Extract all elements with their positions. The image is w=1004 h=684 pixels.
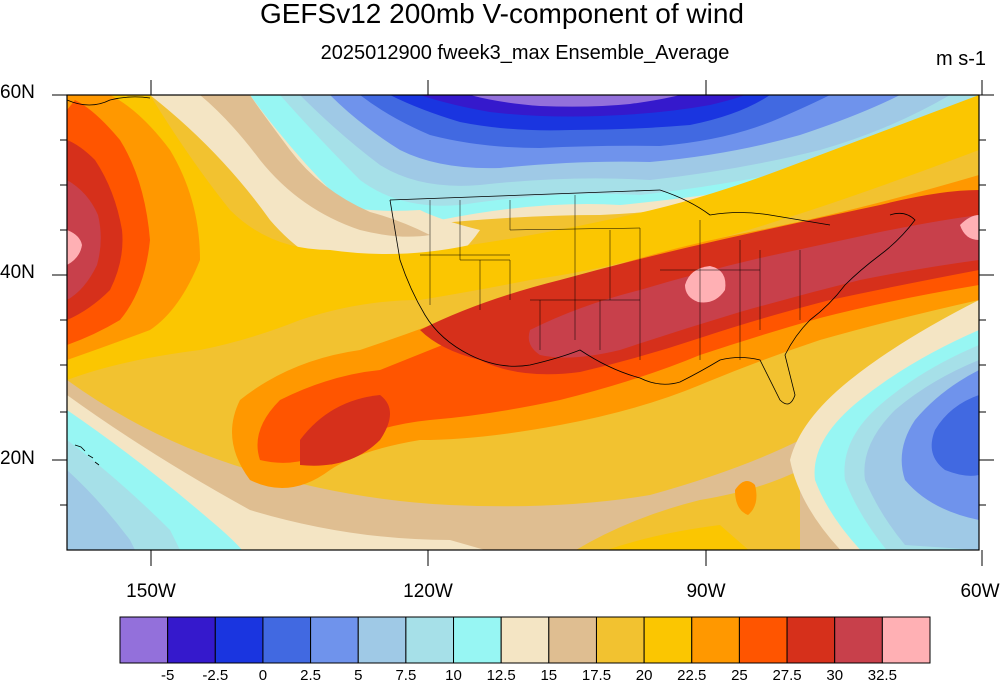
colorbar-swatch <box>691 616 740 664</box>
colorbar-label: 25 <box>731 667 748 684</box>
colorbar-swatch <box>786 616 836 664</box>
wind-map <box>52 80 994 566</box>
colorbar-swatch <box>310 616 359 664</box>
colorbar-swatch <box>500 616 550 664</box>
colorbar-label: -2.5 <box>202 667 229 684</box>
colorbar-swatch <box>167 616 216 664</box>
colorbar-swatch <box>548 616 597 664</box>
lat-label-20n: 20N <box>0 448 35 469</box>
axis-ticks <box>52 80 994 566</box>
lat-label-40n: 40N <box>0 262 35 283</box>
state-borders <box>420 195 801 360</box>
colorbar-swatch <box>119 616 169 664</box>
colorbar-label: 27.5 <box>772 667 802 684</box>
lon-label-90w: 90W <box>686 581 726 602</box>
colorbar-swatch <box>881 616 931 664</box>
colorbar-label: 7.5 <box>395 667 417 684</box>
colorbar-swatch <box>834 616 883 664</box>
lon-label-150w: 150W <box>126 581 176 602</box>
colorbar-label: 32.5 <box>867 667 897 684</box>
coastlines <box>66 96 916 466</box>
colorbar-label: 17.5 <box>581 667 612 684</box>
colorbar-label: 15 <box>540 667 558 684</box>
colorbar-label: 0 <box>258 667 268 684</box>
colorbar-swatch <box>738 616 788 664</box>
colorbar-label: 12.5 <box>486 667 516 684</box>
colorbar <box>119 616 931 664</box>
colorbar-swatch <box>453 616 502 664</box>
colorbar-swatch <box>405 616 455 664</box>
colorbar-label: 20 <box>635 667 653 684</box>
colorbar-swatch <box>214 616 264 664</box>
colorbar-label: 10 <box>445 667 462 684</box>
map-frame <box>66 94 980 551</box>
colorbar-label: 30 <box>826 667 844 684</box>
lon-label-60w: 60W <box>960 581 1000 602</box>
wind-contours <box>67 95 979 550</box>
colorbar-swatch <box>595 616 645 664</box>
colorbar-label: 5 <box>354 667 363 684</box>
colorbar-swatch <box>643 616 693 664</box>
colorbar-swatch <box>262 616 312 664</box>
colorbar-label: 2.5 <box>300 667 322 684</box>
colorbar-label: 22.5 <box>677 667 707 684</box>
colorbar-label: -5 <box>160 667 175 684</box>
chart-subtitle: 2025012900 fweek3_max Ensemble_Average <box>320 42 730 64</box>
lon-label-120w: 120W <box>403 581 453 602</box>
lat-label-60n: 60N <box>0 82 35 103</box>
chart-title: GEFSv12 200mb V-component of wind <box>259 0 745 29</box>
colorbar-swatch <box>357 616 407 664</box>
units-label: m s-1 <box>936 48 986 70</box>
